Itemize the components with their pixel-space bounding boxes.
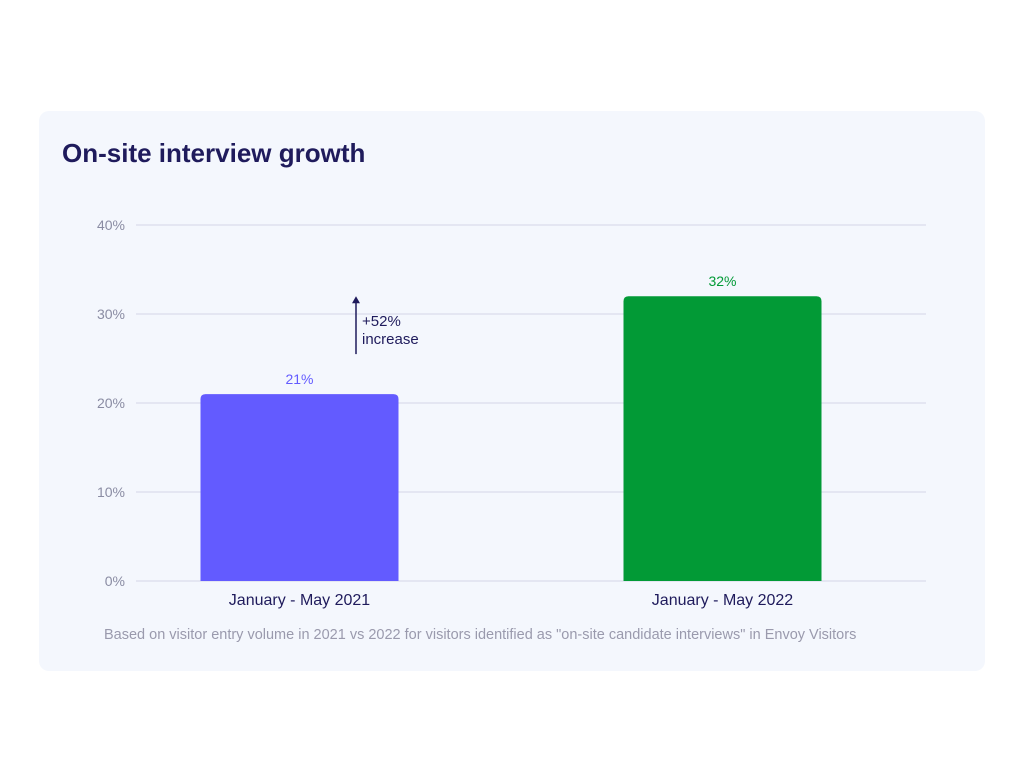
bar-value-label: 32%: [708, 273, 736, 289]
y-tick-label: 20%: [97, 395, 125, 411]
y-tick-label: 40%: [97, 217, 125, 233]
increase-annotation: +52% increase: [352, 296, 419, 355]
data-labels: 21% 32%: [285, 273, 736, 387]
arrow-head-icon: [352, 296, 360, 304]
x-axis-ticks: January - May 2021 January - May 2022: [229, 592, 794, 609]
y-axis-ticks: 0% 10% 20% 30% 40%: [97, 217, 125, 589]
x-tick-label: January - May 2021: [229, 592, 371, 609]
chart-title: On-site interview growth: [62, 138, 366, 168]
y-tick-label: 10%: [97, 484, 125, 500]
chart-card: [39, 111, 985, 671]
bar: [623, 296, 822, 581]
bar: [200, 394, 399, 581]
chart-footnote: Based on visitor entry volume in 2021 vs…: [104, 627, 857, 643]
y-tick-label: 0%: [105, 573, 125, 589]
annotation-percent: +52%: [362, 313, 401, 330]
y-tick-label: 30%: [97, 306, 125, 322]
bars: [200, 296, 822, 581]
annotation-label: increase: [362, 331, 419, 348]
x-tick-label: January - May 2022: [652, 592, 794, 609]
bar-value-label: 21%: [285, 371, 313, 387]
